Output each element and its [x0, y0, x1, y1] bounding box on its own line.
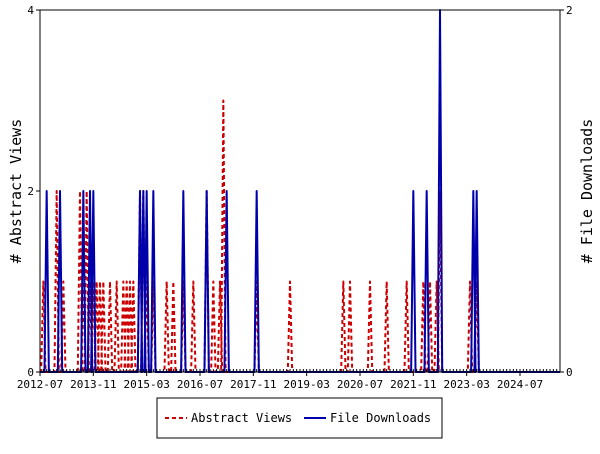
- y-left-tick-label: 0: [27, 366, 34, 379]
- y-right-axis-title: # File Downloads: [578, 119, 596, 264]
- y-left-axis-title: # Abstract Views: [7, 119, 25, 264]
- legend-label-file-downloads: File Downloads: [330, 411, 431, 425]
- y-left-tick-label: 4: [27, 4, 34, 17]
- x-tick-label: 2020-07: [337, 378, 383, 391]
- legend-label-abstract-views: Abstract Views: [191, 411, 292, 425]
- series-line-abstract-views: [40, 99, 560, 373]
- legend-box: [156, 397, 443, 439]
- x-tick-label: 2017-11: [230, 378, 276, 391]
- x-tick-label: 2023-03: [444, 378, 490, 391]
- x-tick-label: 2019-03: [284, 378, 330, 391]
- x-tick-label: 2016-07: [177, 378, 223, 391]
- y-left-tick-label: 2: [27, 185, 34, 198]
- y-right-tick-label: 2: [566, 4, 573, 17]
- x-tick-label: 2024-07: [497, 378, 543, 391]
- x-tick-label: 2012-07: [17, 378, 63, 391]
- y-right-tick-label: 0: [566, 366, 573, 379]
- x-tick-label: 2021-11: [390, 378, 436, 391]
- x-tick-label: 2015-03: [124, 378, 170, 391]
- x-tick-label: 2013-11: [70, 378, 116, 391]
